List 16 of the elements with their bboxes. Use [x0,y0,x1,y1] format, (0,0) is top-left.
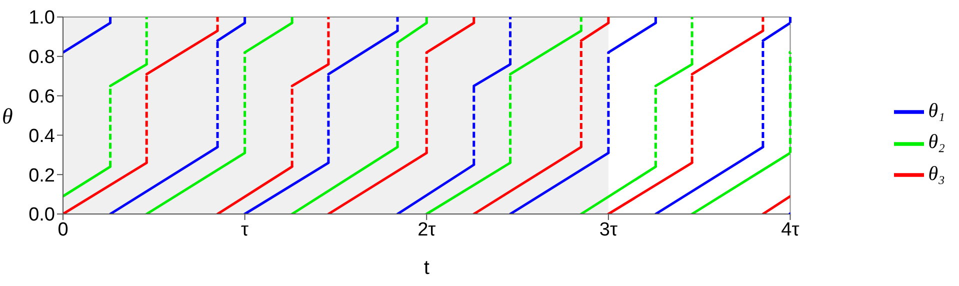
x-tick-label: 2τ [418,219,436,240]
y-tick-label: 0.4 [28,126,56,147]
x-tick-label: 3τ [599,219,618,240]
y-tick-label: 0.0 [28,204,55,226]
y-tick-label: 0.8 [28,47,55,68]
x-tick-label: τ [241,219,250,240]
y-tick-label: 0.2 [28,165,55,186]
legend-label: θ₁ [928,100,945,122]
legend-label: θ₂ [928,131,945,154]
y-tick-label: 0.6 [28,86,55,108]
y-axis-title: θ [2,103,13,128]
y-tick-label: 1.0 [28,8,55,29]
x-axis-title: t [424,257,430,279]
x-tick-label: 0 [58,219,68,240]
legend-label: θ₃ [928,162,945,185]
x-tick-label: 4τ [781,219,800,240]
